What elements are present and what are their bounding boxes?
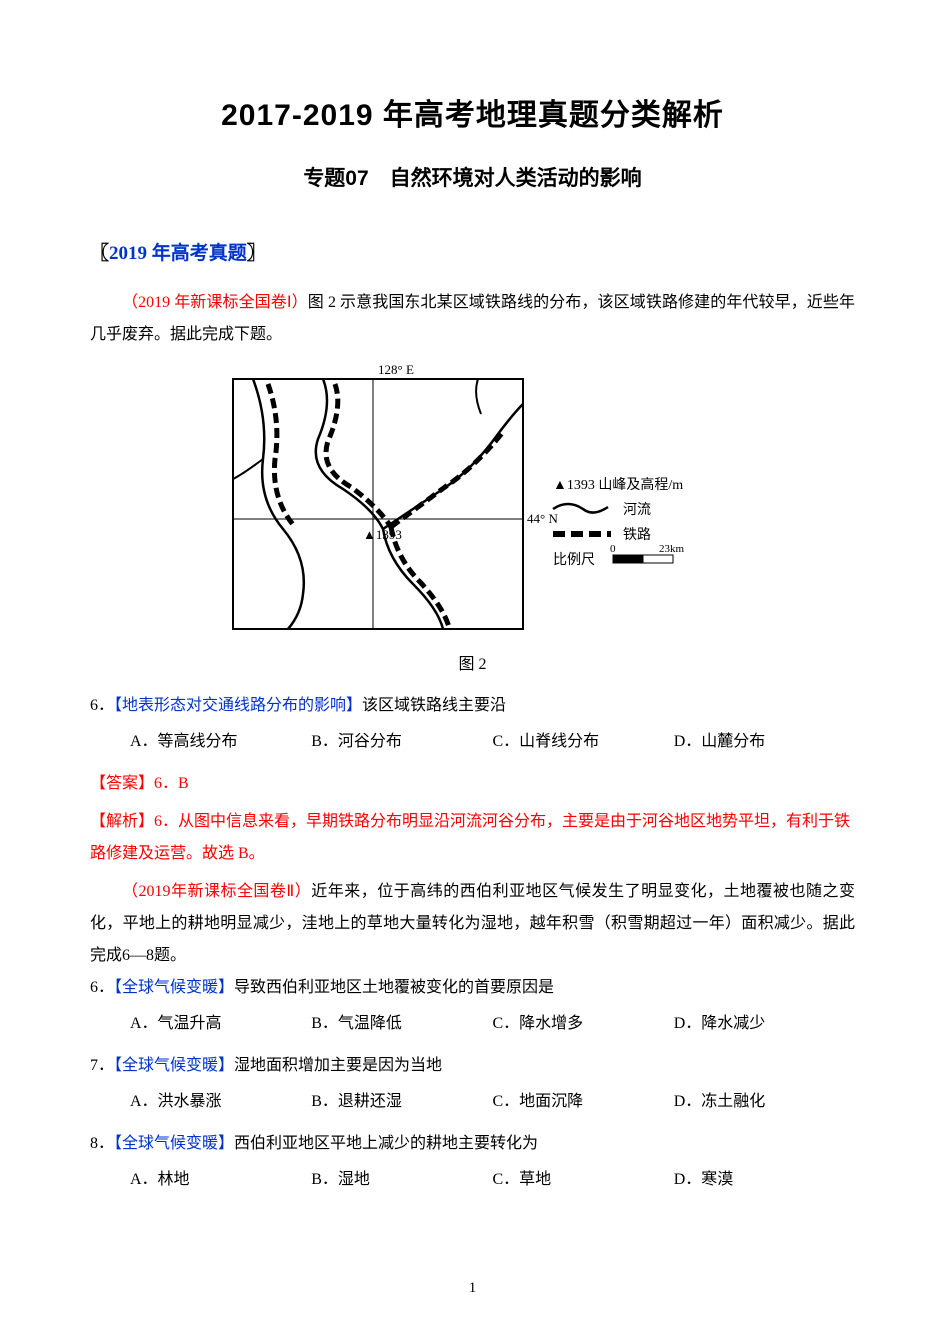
q7-opt-a: A．洪水暴涨	[130, 1086, 311, 1118]
q6b-opt-a: A．气温升高	[130, 1008, 311, 1040]
q6b-stem: 导致西伯利亚地区土地覆被变化的首要原因是	[234, 979, 554, 996]
q8-opt-b: B．湿地	[311, 1164, 492, 1196]
q6b-opt-c: C．降水增多	[493, 1008, 674, 1040]
explain-6a-text: 6．从图中信息来看，早期铁路分布明显沿河流河谷分布，主要是由于河谷地区地势平坦，…	[90, 813, 850, 862]
legend-river: 河流	[623, 502, 651, 518]
q8-options: A．林地 B．湿地 C．草地 D．寒漠	[90, 1164, 855, 1196]
q8-num: 8．	[90, 1135, 114, 1152]
peak-label-map: ▲1393	[363, 527, 402, 542]
q6b-num: 6．	[90, 979, 114, 996]
q7-num: 7．	[90, 1057, 114, 1074]
passage-2-source: （2019年新课标全国卷Ⅱ）	[122, 883, 311, 900]
q6b-opt-b: B．气温降低	[311, 1008, 492, 1040]
main-title: 2017-2019 年高考地理真题分类解析	[90, 90, 855, 134]
legend-scale-0: 0	[610, 543, 616, 555]
sub-title: 专题07 自然环境对人类活动的影响	[90, 162, 855, 192]
q6a-options: A．等高线分布 B．河谷分布 C．山脊线分布 D．山麓分布	[90, 726, 855, 758]
q7-opt-b: B．退耕还湿	[311, 1086, 492, 1118]
legend-scale-label: 比例尺	[553, 552, 595, 568]
q7-opt-d: D．冻土融化	[674, 1086, 855, 1118]
answer-6a: 【答案】6．B	[90, 768, 855, 800]
q6a-opt-a: A．等高线分布	[130, 726, 311, 758]
q7-options: A．洪水暴涨 B．退耕还湿 C．地面沉降 D．冻土融化	[90, 1086, 855, 1118]
legend-peak: ▲1393 山峰及高程/m	[553, 476, 683, 493]
bracket-close: 〗	[247, 243, 266, 264]
q6a-tag: 【地表形态对交通线路分布的影响】	[114, 697, 362, 714]
q6a-opt-c: C．山脊线分布	[493, 726, 674, 758]
lat-label: 44° N	[527, 511, 558, 526]
question-6b: 6．【全球气候变暖】导致西伯利亚地区土地覆被变化的首要原因是	[90, 972, 855, 1004]
passage-2: （2019年新课标全国卷Ⅱ）近年来，位于高纬的西伯利亚地区气候发生了明显变化，土…	[90, 876, 855, 972]
q6b-opt-d: D．降水减少	[674, 1008, 855, 1040]
q8-opt-c: C．草地	[493, 1164, 674, 1196]
explain-6a: 【解析】6．从图中信息来看，早期铁路分布明显沿河流河谷分布，主要是由于河谷地区地…	[90, 806, 855, 870]
figure-2: 128° E 44° N ▲1393 ▲1393 山峰及高程/m 河流 铁路 比…	[90, 359, 855, 644]
legend-scale-23: 23km	[659, 543, 685, 555]
section-year: 2019 年高考真题	[109, 243, 247, 264]
figure-caption: 图 2	[90, 650, 855, 674]
explain-6a-label: 【解析】	[90, 813, 154, 830]
legend-rail: 铁路	[623, 527, 651, 543]
passage-1-source: （2019 年新课标全国卷Ⅰ）	[122, 294, 308, 311]
q6b-tag: 【全球气候变暖】	[114, 979, 234, 996]
question-6a: 6．【地表形态对交通线路分布的影响】该区域铁路线主要沿	[90, 690, 855, 722]
question-7: 7．【全球气候变暖】湿地面积增加主要是因为当地	[90, 1050, 855, 1082]
q6a-opt-d: D．山麓分布	[674, 726, 855, 758]
q8-opt-a: A．林地	[130, 1164, 311, 1196]
passage-1: （2019 年新课标全国卷Ⅰ）图 2 示意我国东北某区域铁路线的分布，该区域铁路…	[90, 287, 855, 351]
q7-stem: 湿地面积增加主要是因为当地	[234, 1057, 442, 1074]
q8-opt-d: D．寒漠	[674, 1164, 855, 1196]
q8-tag: 【全球气候变暖】	[114, 1135, 234, 1152]
q6a-opt-b: B．河谷分布	[311, 726, 492, 758]
page-number: 1	[0, 1280, 945, 1297]
q7-tag: 【全球气候变暖】	[114, 1057, 234, 1074]
section-header: 〖2019 年高考真题〗	[90, 238, 855, 265]
q7-opt-c: C．地面沉降	[493, 1086, 674, 1118]
q6b-options: A．气温升高 B．气温降低 C．降水增多 D．降水减少	[90, 1008, 855, 1040]
q6a-num: 6．	[90, 697, 114, 714]
q6a-stem: 该区域铁路线主要沿	[362, 697, 506, 714]
lon-label: 128° E	[378, 362, 414, 377]
bracket-open: 〖	[90, 243, 109, 264]
q8-stem: 西伯利亚地区平地上减少的耕地主要转化为	[234, 1135, 538, 1152]
map-svg: 128° E 44° N ▲1393 ▲1393 山峰及高程/m 河流 铁路 比…	[213, 359, 733, 639]
question-8: 8．【全球气候变暖】西伯利亚地区平地上减少的耕地主要转化为	[90, 1128, 855, 1160]
